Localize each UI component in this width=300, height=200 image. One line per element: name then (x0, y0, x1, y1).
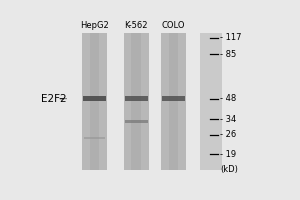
Text: K-562: K-562 (124, 21, 148, 30)
Text: (kD): (kD) (220, 165, 238, 174)
Text: - 34: - 34 (220, 115, 236, 124)
Bar (124, 33, 148, 170)
Bar (90, 33, 99, 170)
Text: - 117: - 117 (220, 33, 242, 42)
Text: - 48: - 48 (220, 94, 236, 103)
Bar (125, 96, 148, 101)
Text: COLO: COLO (162, 21, 185, 30)
Text: HepG2: HepG2 (80, 21, 109, 30)
Bar (82, 33, 107, 170)
Bar (125, 120, 148, 123)
Bar (200, 33, 222, 170)
Bar (84, 137, 105, 139)
Bar (161, 33, 186, 170)
Bar (169, 33, 178, 170)
Text: - 26: - 26 (220, 130, 236, 139)
Text: E2F2: E2F2 (41, 94, 67, 104)
Bar (131, 33, 141, 170)
Bar (83, 96, 106, 101)
Text: - 19: - 19 (220, 150, 236, 159)
Bar (162, 96, 185, 101)
Text: - 85: - 85 (220, 50, 236, 59)
